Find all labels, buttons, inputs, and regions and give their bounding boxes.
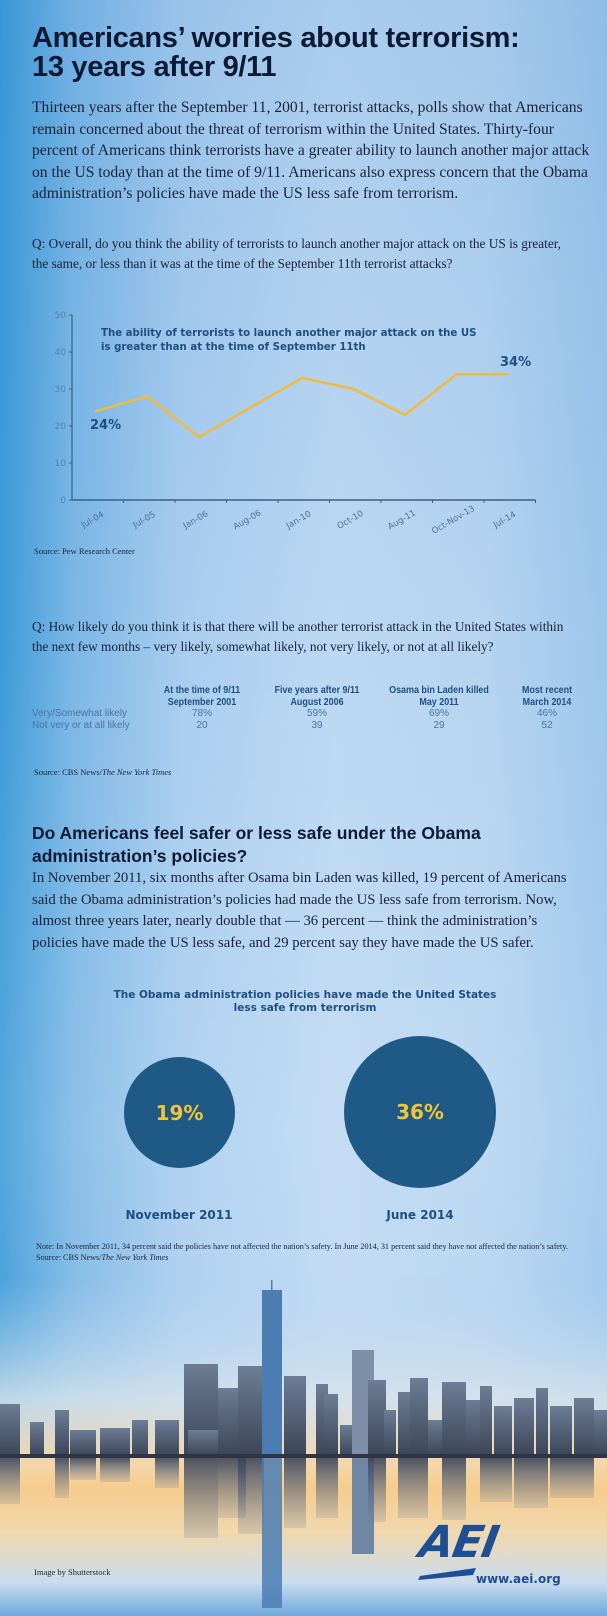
- table-cell: 59%: [306, 708, 327, 719]
- bubble-chart-title-line-2: less safe from terrorism: [233, 1002, 377, 1014]
- data-point: [506, 373, 510, 376]
- question-1: Q: Overall, do you think the ability of …: [32, 236, 561, 271]
- section-2-body: In November 2011, six months after Osama…: [32, 870, 567, 951]
- question-2: Q: How likely do you think it is that th…: [32, 619, 564, 654]
- aei-logo: AEI: [415, 1517, 503, 1568]
- page-title: Americans’ worries about terrorism: 13 y…: [32, 24, 592, 82]
- section-2-heading: Do Americans feel safer or less safe und…: [32, 823, 481, 866]
- title-line-1: Americans’ worries about terrorism:: [32, 22, 520, 54]
- title-line-2: 13 years after 9/11: [32, 51, 277, 83]
- survey-table: At the time of 9/11 September 2001 Five y…: [32, 684, 594, 732]
- line-chart-title-line-1: The ability of terrorists to launch anot…: [101, 328, 477, 339]
- data-point: [249, 406, 252, 409]
- line-chart: 0 10 20 30 40 50 Jul-04 Jul-05 Jan-06 Aug-06 Jan-1…: [55, 311, 536, 537]
- bubble-chart-title: The Obama administration policies have m…: [60, 989, 550, 1015]
- table-cell: 78%: [191, 708, 212, 719]
- table-column-header: Osama bin Laden killed May 2011: [387, 684, 491, 708]
- table-row: Not very or at all likely 20 39 29 52: [32, 720, 594, 732]
- source-publication: The New York Times: [101, 1253, 169, 1262]
- row-label: Very/Somewhat likely: [32, 708, 128, 719]
- x-tick-label: Oct-10: [336, 509, 366, 532]
- building-reflections: [0, 1458, 594, 1608]
- x-tick-label: Jan-06: [181, 509, 210, 532]
- y-tick-label: 20: [55, 422, 67, 432]
- table-column-header: Most recent March 2014: [507, 684, 587, 708]
- data-point: [94, 410, 98, 413]
- bubble-november-2011: 19%: [124, 1057, 235, 1168]
- source-publication: The New York Times: [102, 767, 172, 777]
- data-point: [455, 373, 458, 376]
- table-cell: 52: [541, 720, 553, 731]
- table-column-header: At the time of 9/11 September 2001: [156, 684, 248, 708]
- note-source: Source: CBS News/The New York Times: [36, 1252, 596, 1263]
- data-point: [197, 435, 201, 439]
- data-point: [403, 413, 407, 417]
- bubble-category-label: June 2014: [386, 1208, 454, 1222]
- intro-paragraph: Thirteen years after the September 11, 2…: [32, 99, 590, 202]
- data-point: [352, 387, 355, 391]
- table-source: Source: CBS News/The New York Times: [34, 767, 171, 777]
- y-tick-label: 0: [60, 496, 66, 506]
- column-header-line2: May 2011: [419, 696, 459, 708]
- note-text: Note: In November 2011, 34 percent said …: [36, 1242, 568, 1251]
- x-tick-label: Aug-06: [232, 508, 263, 532]
- bubble-label-value: 36%: [396, 1100, 444, 1124]
- y-tick-label: 30: [55, 385, 67, 395]
- x-tick-label: Jul-14: [491, 510, 518, 531]
- bubble-category-label: November 2011: [125, 1208, 233, 1222]
- table-cell: 29: [433, 720, 445, 731]
- line-chart-source: Source: Pew Research Center: [34, 546, 135, 556]
- table-row: Very/Somewhat likely 78% 59% 69% 46%: [32, 708, 594, 720]
- x-tick-label: Aug-11: [386, 508, 417, 532]
- x-tick-label: Jul-04: [79, 510, 106, 531]
- bubble-label-value: 19%: [155, 1100, 204, 1125]
- column-header-line2: August 2006: [290, 696, 344, 708]
- column-header-line1: Most recent: [521, 684, 573, 696]
- aei-logo-swoosh-icon: [418, 1568, 476, 1580]
- table-column-header: Five years after 9/11 August 2006: [265, 684, 369, 708]
- column-header-line1: At the time of 9/11: [163, 684, 241, 696]
- column-header-line2: September 2001: [167, 696, 237, 708]
- table-cell: 69%: [428, 708, 449, 719]
- bubble-june-2014: 36%: [344, 1036, 496, 1188]
- table-header-row: At the time of 9/11 September 2001 Five y…: [32, 684, 594, 708]
- x-tick-label: Oct-Nov-13: [430, 504, 477, 537]
- y-tick-label: 40: [55, 348, 67, 358]
- waterline: [0, 1454, 607, 1458]
- x-tick-label: Jul-05: [131, 510, 158, 531]
- column-header-line1: Five years after 9/11: [274, 684, 360, 696]
- line-chart-title-line-2: is greater than at the time of September…: [101, 342, 366, 353]
- note: Note: In November 2011, 34 percent said …: [36, 1241, 596, 1263]
- column-header-line1: Osama bin Laden killed: [389, 684, 489, 696]
- data-label: 24%: [90, 418, 121, 433]
- y-tick-label: 10: [55, 459, 67, 469]
- data-point: [146, 395, 149, 398]
- image-credit: Image by Shutterstock: [34, 1567, 111, 1577]
- x-tick-label: Jan-10: [284, 509, 313, 532]
- website-link[interactable]: www.aei.org: [476, 1572, 561, 1586]
- table-corner: [41, 684, 140, 708]
- y-tick-label: 50: [55, 311, 67, 321]
- row-label: Not very or at all likely: [32, 720, 130, 731]
- buildings: [0, 1280, 607, 1456]
- source-prefix: Source: CBS News/: [34, 767, 102, 777]
- line-chart-title: The ability of terrorists to launch anot…: [101, 327, 501, 355]
- data-line: [95, 372, 508, 439]
- data-point: [300, 376, 304, 380]
- column-header-line2: March 2014: [522, 696, 572, 708]
- bubble-chart-title-line-1: The Obama administration policies have m…: [113, 989, 497, 1001]
- skyline-image: [0, 1280, 607, 1616]
- table-cell: 20: [196, 720, 208, 731]
- table-cell: 46%: [536, 708, 557, 719]
- table-cell: 39: [311, 720, 323, 731]
- source-prefix: Source: CBS News/: [36, 1253, 102, 1262]
- data-label: 34%: [500, 355, 531, 370]
